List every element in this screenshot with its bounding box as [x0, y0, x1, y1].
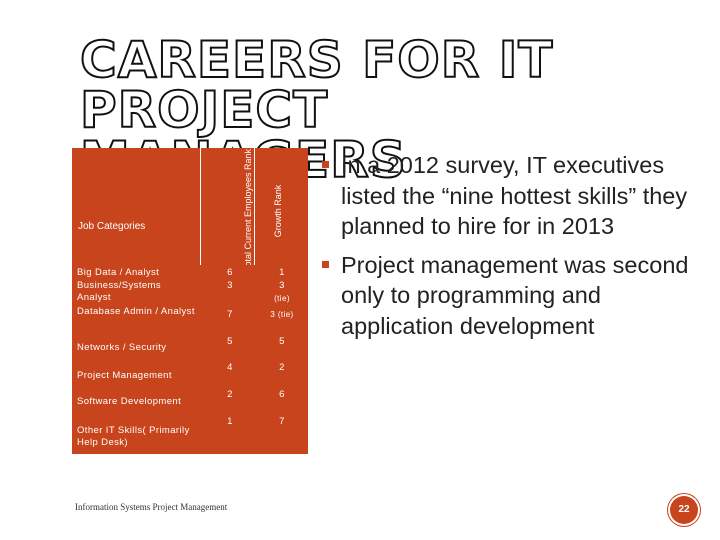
square-bullet-icon: [322, 161, 329, 168]
header-job-categories: Job Categories: [78, 221, 146, 232]
table-body: Big Data / Analyst 6 1 Business/Systems …: [72, 265, 308, 454]
bullet-text: In a 2012 survey, IT executives listed t…: [341, 152, 688, 239]
row-other-it-category: Other IT Skills( Primarily Help Desk): [77, 425, 190, 448]
row-business-analyst-growth: 3: [279, 280, 285, 291]
row-software-development-category: Software Development: [77, 396, 182, 407]
header-total-rank: Total Current Employees Rank: [243, 148, 253, 271]
row-big-data-category: Big Data / Analyst: [77, 267, 160, 278]
row-project-management-growth: 2: [279, 362, 285, 373]
bullet-list: In a 2012 survey, IT executives listed t…: [322, 150, 702, 349]
row-networks-growth: 5: [279, 336, 285, 347]
bullet-item: Project management was second only to pr…: [322, 250, 702, 342]
row-project-management-category: Project Management: [77, 370, 172, 381]
row-networks-category: Networks / Security: [77, 342, 167, 353]
row-database-admin-growth: 3 (tie): [270, 310, 294, 319]
row-database-admin-category: Database Admin / Analyst: [77, 306, 195, 317]
title-line-1: CAREERS FOR IT PROJECT: [79, 31, 554, 139]
header-growth-rank: Growth Rank: [273, 184, 283, 238]
row-business-analyst-total: 3: [227, 280, 233, 291]
row-software-development-total: 2: [227, 389, 233, 400]
row-networks-total: 5: [227, 336, 233, 347]
row-business-analyst-category: Business/Systems Analyst: [77, 280, 162, 303]
footer-text: Information Systems Project Management: [75, 502, 228, 512]
row-software-development-growth: 6: [279, 389, 285, 400]
row-other-it-total: 1: [227, 416, 233, 427]
page-number-badge: 22: [670, 496, 698, 524]
table-header: Job Categories Total Current Employees R…: [72, 148, 308, 271]
job-categories-table: Job Categories Total Current Employees R…: [72, 148, 308, 454]
row-big-data-growth: 1: [279, 267, 285, 278]
row-project-management-total: 4: [227, 362, 233, 373]
row-other-it-growth: 7: [279, 416, 285, 427]
row-business-analyst-growth-note: (tie): [274, 294, 290, 303]
column-divider: [200, 148, 201, 265]
square-bullet-icon: [322, 260, 329, 268]
bullet-text: Project management was second only to pr…: [341, 251, 689, 339]
page-title: CAREERS FOR IT PROJECT MANAGERS: [79, 34, 680, 186]
row-database-admin-total: 7: [227, 309, 233, 320]
row-big-data-total: 6: [227, 267, 233, 278]
bullet-item: In a 2012 survey, IT executives listed t…: [322, 150, 702, 242]
column-divider: [254, 148, 255, 265]
